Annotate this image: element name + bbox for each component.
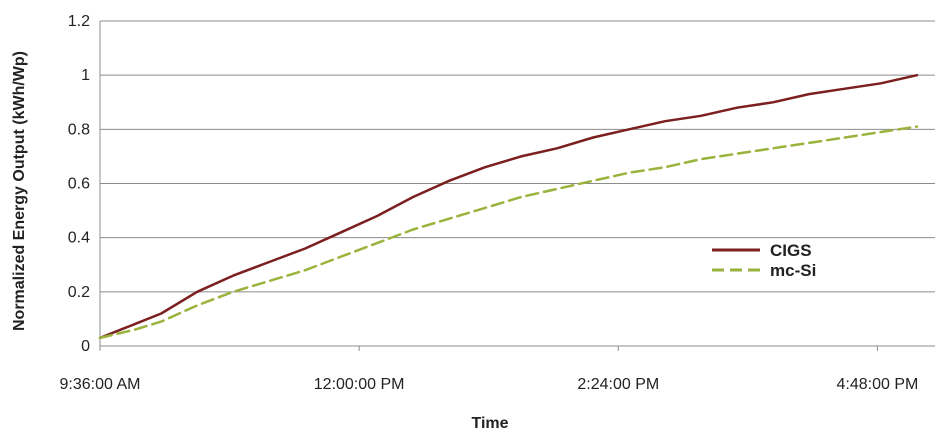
x-tick-label: 4:48:00 PM <box>836 376 918 393</box>
x-tick-label: 12:00:00 PM <box>314 376 405 393</box>
y-tick-label: 0.2 <box>68 284 90 301</box>
series-line-mc-si <box>98 125 919 340</box>
legend-label-mc-si: mc-Si <box>770 261 816 280</box>
y-tick-label: 1.2 <box>68 13 90 30</box>
y-tick-label: 0.4 <box>68 230 90 247</box>
x-tick-label: 2:24:00 PM <box>577 376 659 393</box>
legend: CIGS mc-Si <box>712 241 816 280</box>
y-axis-title: Normalized Energy Output (kWh/Wp) <box>11 51 28 331</box>
gridlines <box>100 20 935 293</box>
series-lines <box>98 73 919 340</box>
x-tick-label: 9:36:00 AM <box>60 376 141 393</box>
y-tick-label: 0 <box>81 338 90 355</box>
y-tick-label: 0.8 <box>68 121 90 138</box>
y-tick-label: 0.6 <box>68 176 90 193</box>
legend-label-cigs: CIGS <box>770 241 812 260</box>
x-tick-labels: 9:36:00 AM 12:00:00 PM 2:24:00 PM 4:48:00 P… <box>60 376 919 393</box>
y-tick-labels: 0 0.2 0.4 0.6 0.8 1 1.2 <box>68 13 90 355</box>
x-axis-title: Time <box>471 415 508 432</box>
y-tick-label: 1 <box>81 67 90 84</box>
series-line-cigs <box>98 73 919 340</box>
axes <box>99 21 935 351</box>
